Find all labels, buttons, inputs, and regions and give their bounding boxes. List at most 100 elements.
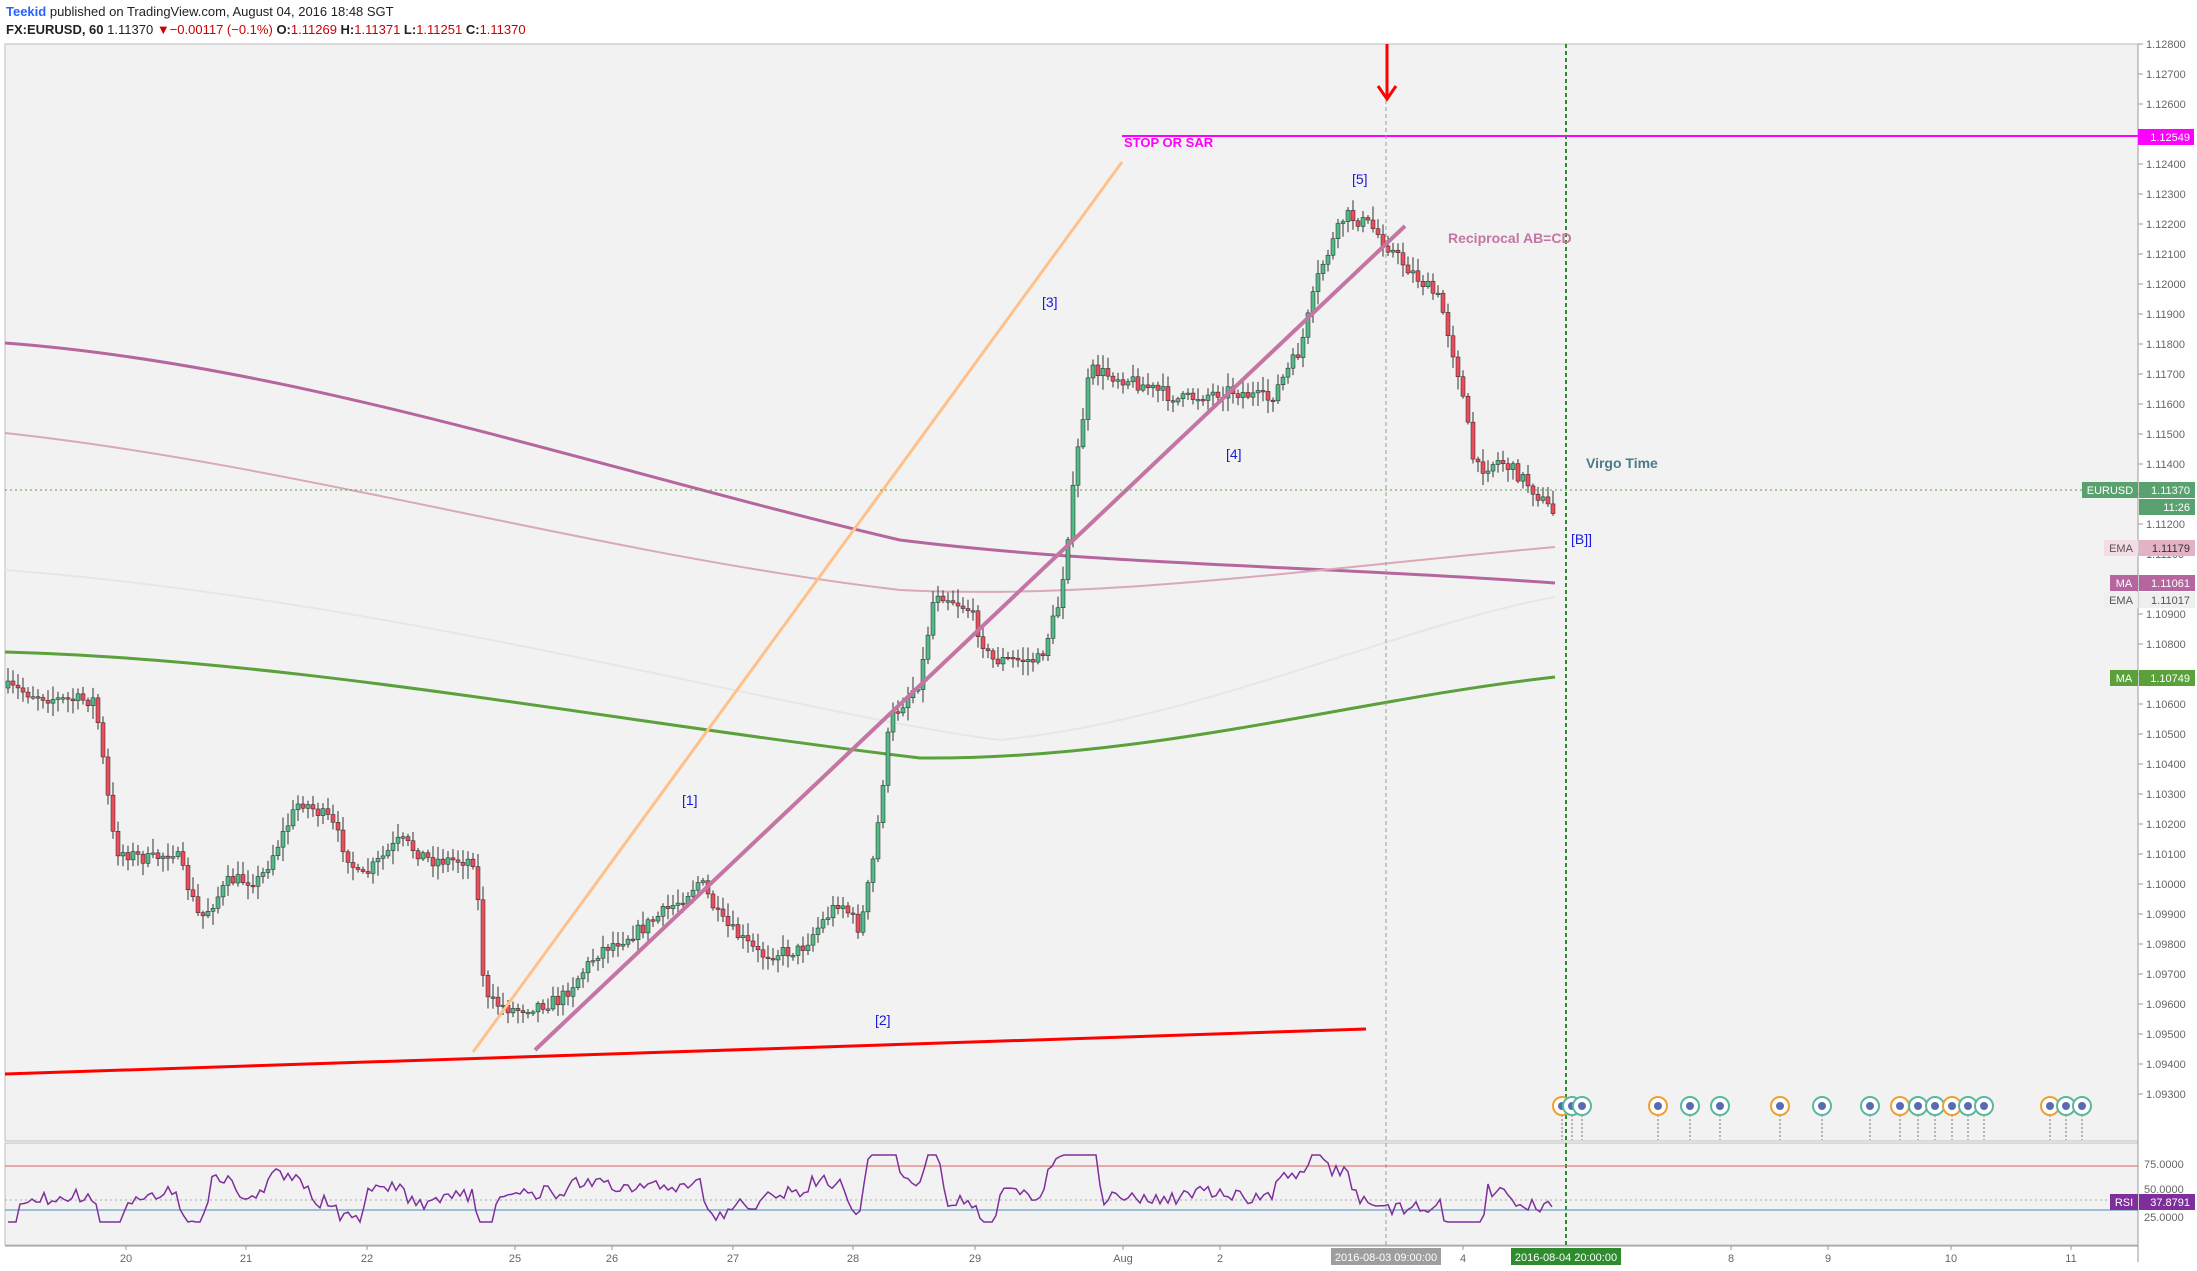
candle-body <box>650 919 656 922</box>
event-flag-dot <box>1964 1102 1972 1110</box>
candle-body <box>695 882 701 891</box>
time-axis[interactable]: 20 21 22 25 26 27 28 29 Aug 2 4 8 9 10 11 <box>120 1246 2077 1265</box>
candle-body <box>935 595 941 603</box>
candle-body <box>1445 312 1451 337</box>
ma2-price-label: MA 1.10749 <box>2110 670 2195 686</box>
price-axis[interactable]: 1.128001.127001.126001.125001.124001.123… <box>2138 39 2186 1101</box>
y-tick-label: 1.12100 <box>2146 249 2186 261</box>
candle-body <box>240 874 246 883</box>
candle-body <box>1480 461 1486 474</box>
candle-body <box>1360 217 1366 227</box>
x-tick-label: Aug <box>1113 1253 1133 1265</box>
red-support-line[interactable] <box>4 1027 1367 1076</box>
candle-body <box>1005 657 1011 660</box>
economic-event-markers[interactable] <box>1552 1096 2092 1140</box>
candle-body <box>1350 210 1356 222</box>
candle-body <box>1190 392 1196 400</box>
candle-body <box>645 919 651 934</box>
candle-body <box>1420 281 1426 288</box>
x-tick-label: 2 <box>1217 1253 1223 1265</box>
vline1-time-label: 2016-08-03 09:00:00 <box>1331 1248 1441 1265</box>
candle-body <box>1395 249 1401 254</box>
candle-body <box>1300 336 1306 358</box>
ema-faint-line <box>4 569 1556 742</box>
candle-body <box>835 905 841 909</box>
candle-body <box>110 794 116 832</box>
svg-text:MA: MA <box>2116 673 2133 685</box>
candle-body <box>725 915 731 926</box>
y-tick-label: 1.10500 <box>2146 729 2186 741</box>
event-flag-dot <box>1931 1102 1939 1110</box>
candle-body <box>1090 364 1096 379</box>
candle-body <box>735 924 741 938</box>
candle-body <box>565 990 571 997</box>
wave-2-label: [2] <box>875 1012 891 1028</box>
candle-body <box>605 946 611 951</box>
candle-body <box>810 934 816 946</box>
candle-body <box>1400 252 1406 266</box>
x-tick-label: 8 <box>1728 1253 1734 1265</box>
candle-body <box>950 600 956 604</box>
candle-body <box>305 804 311 809</box>
candle-body <box>205 911 211 917</box>
candle-body <box>865 882 871 913</box>
author-link[interactable]: Teekid <box>6 4 47 19</box>
candle-body <box>1095 364 1101 377</box>
candle-body <box>805 944 811 951</box>
candle-body <box>425 852 431 858</box>
candle-body <box>435 858 441 867</box>
candle-body <box>765 956 771 959</box>
chart-header: Teekid published on TradingView.com, Aug… <box>0 0 2197 40</box>
svg-text:EURUSD: EURUSD <box>2087 485 2134 497</box>
open-label: O: <box>276 22 291 37</box>
candle-body <box>630 938 636 941</box>
purple-trend-line[interactable] <box>533 224 1407 1052</box>
ma-purple-line <box>4 341 1556 585</box>
candle-body <box>385 850 391 857</box>
candle-body <box>285 825 291 832</box>
candle-body <box>165 855 171 859</box>
candle-body <box>355 867 361 870</box>
candle-body <box>1450 335 1456 358</box>
svg-text:11:26: 11:26 <box>2163 502 2190 514</box>
candle-body <box>900 707 906 714</box>
candle-body <box>1100 368 1106 377</box>
svg-text:1.12549: 1.12549 <box>2150 132 2190 144</box>
wave-3-label: [3] <box>1042 294 1058 310</box>
candle-body <box>195 896 201 913</box>
candle-body <box>985 648 991 652</box>
reciprocal-abcd-label: Reciprocal AB=CD <box>1448 230 1572 246</box>
svg-text:2016-08-03 09:00:00: 2016-08-03 09:00:00 <box>1335 1252 1437 1264</box>
orange-trend-line[interactable] <box>471 161 1124 1053</box>
candle-body <box>1135 376 1141 391</box>
candle-body <box>870 858 876 883</box>
y-tick-label: 1.11800 <box>2146 339 2185 351</box>
candle-body <box>220 885 226 898</box>
low-label: L: <box>403 22 417 37</box>
candle-body <box>1020 659 1026 662</box>
x-tick-label: 22 <box>361 1253 373 1265</box>
candle-body <box>1370 219 1376 229</box>
candle-body <box>610 943 616 951</box>
candle-body <box>225 876 231 886</box>
candle-body <box>1320 263 1326 274</box>
candle-body <box>130 851 136 861</box>
candle-body <box>350 862 356 868</box>
candle-body <box>1105 368 1111 377</box>
candle-body <box>1540 496 1546 501</box>
candle-body <box>235 874 241 884</box>
candle-body <box>1150 384 1156 389</box>
x-tick-label: 9 <box>1825 1253 1831 1265</box>
candle-body <box>255 876 261 887</box>
candle-body <box>45 700 51 704</box>
eurusd-price-label: EURUSD 1.11370 11:26 <box>2082 482 2195 515</box>
candle-body <box>1545 496 1551 505</box>
candle-body <box>95 697 101 723</box>
candle-body <box>1265 391 1271 401</box>
y-tick-label: 1.11200 <box>2146 519 2185 531</box>
svg-text:37.8791: 37.8791 <box>2150 1197 2190 1209</box>
candle-body <box>740 935 746 938</box>
candle-body <box>1550 503 1556 514</box>
event-flag-dot <box>1578 1102 1586 1110</box>
